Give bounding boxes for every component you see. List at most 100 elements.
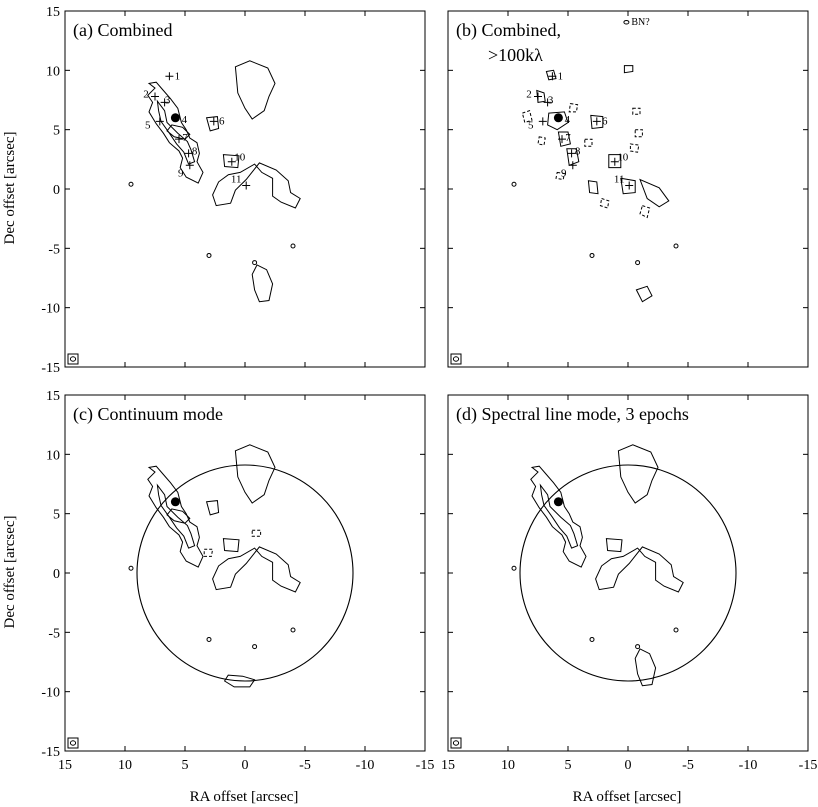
source-cross-7 [558,135,566,144]
source-label-5: 5 [528,119,534,131]
beam-icon [67,737,79,749]
panel-d: 15 10 5 0 -5 -10 -15 (d) Spectral line mode, 3 … [441,394,818,773]
bn-label: BN? [631,17,650,28]
contour-line [587,180,599,195]
contour-line [223,674,256,688]
contour-dot [206,636,212,642]
contour-dot [589,636,595,642]
source-label-3: 3 [165,94,171,106]
x-tick-label: 10 [501,758,515,773]
contour-line [251,264,274,303]
negative-contour [639,204,651,219]
contour-line [566,148,580,166]
peak-marker [553,497,563,507]
x-tick-label: 10 [118,758,132,773]
source-label-8: 8 [575,145,581,157]
contour-line [530,465,587,568]
negative-contour [555,171,565,181]
contour-line [605,538,623,553]
source-cross-1 [548,72,557,81]
contour-line [156,483,196,549]
source-cross-9 [185,161,194,170]
contour-line [635,285,653,303]
contour-line [205,500,220,516]
source-cross-7 [175,135,183,144]
x-tick-label: -5 [682,758,694,773]
source-cross-6 [209,117,218,126]
contour-dot [511,565,517,571]
x-tick-label: -5 [299,758,311,773]
contour-line [634,648,657,687]
source-cross-5 [538,117,547,126]
contour-line [590,114,604,130]
contour-line [147,465,204,568]
y-tick-label: -10 [41,686,60,701]
source-label-2: 2 [143,88,149,100]
x-tick-label: -10 [739,758,758,773]
panel-a: 15 10 5 0 -5 -10 -15 1 2 34 5 6 789 10 11 (a) Combined [41,5,426,376]
source-cross-3 [543,98,552,107]
contour-line [222,538,240,553]
panel-b: 1 2 34 5 6 789 10 11 BN? (b) Combined, >100kλ [447,10,809,368]
source-label-7: 7 [182,132,188,144]
y-tick-label: 10 [46,448,60,463]
negative-contour [537,136,546,146]
contour-line [222,154,240,169]
source-cross-9 [568,161,577,170]
contour-line [547,111,569,131]
x-tick-label: -10 [356,758,375,773]
x-tick-label: 0 [242,758,249,773]
source-label-3: 3 [548,94,554,106]
y-tick-label: 15 [46,389,60,404]
panel-c: 15 15 10 10 5 5 0 0 -5 -5 -10 -10 -15 -15 (c) Continuu… [41,389,434,773]
source-label-9: 9 [561,167,567,179]
source-cross-2 [534,92,542,101]
panel-subtitle-b: >100kλ [488,45,543,65]
x-tick-label: 5 [565,758,572,773]
contour-dot [128,565,134,571]
source-cross-5 [155,117,164,126]
source-cross-3 [160,98,169,107]
contour-dot [290,243,296,249]
beam-ellipse [452,356,460,362]
source-label-2: 2 [526,88,532,100]
contour-dot [128,181,134,187]
source-label-6: 6 [602,115,608,127]
source-label-1: 1 [558,70,564,82]
x-tick-label: -15 [416,758,435,773]
source-cross-11 [242,181,251,190]
beam-icon [450,737,462,749]
source-cross-4 [554,113,563,122]
x-axis-label-right: RA offset [arcsec] [573,789,682,805]
source-cross-6 [592,117,601,126]
y-tick-label: -15 [41,361,60,376]
x-tick-label: -15 [799,758,818,773]
contour-line [620,177,636,195]
source-cross-1 [165,72,174,81]
y-tick-label: -5 [48,242,60,257]
negative-contour [521,110,533,124]
negative-contour [632,107,641,115]
beam-ellipse [69,740,77,746]
contour-dot [635,644,641,650]
negative-contour [203,548,214,557]
primary-beam-ring [519,464,737,682]
contour-dot [673,243,679,249]
contour-dot [252,644,258,650]
source-label-5: 5 [145,119,151,131]
contour-dot [206,252,212,258]
beam-ellipse [69,356,77,362]
contour-line [539,483,579,549]
beam-icon [67,353,79,365]
contour-line [617,444,659,504]
source-cross-10 [227,157,236,166]
contour-line [545,69,557,81]
x-tick-label: 0 [625,758,632,773]
y-tick-label: 10 [46,64,60,79]
contour-line [234,444,276,504]
contour-dot [635,260,641,266]
y-tick-label: 5 [53,124,60,139]
source-cross-8 [184,149,193,158]
